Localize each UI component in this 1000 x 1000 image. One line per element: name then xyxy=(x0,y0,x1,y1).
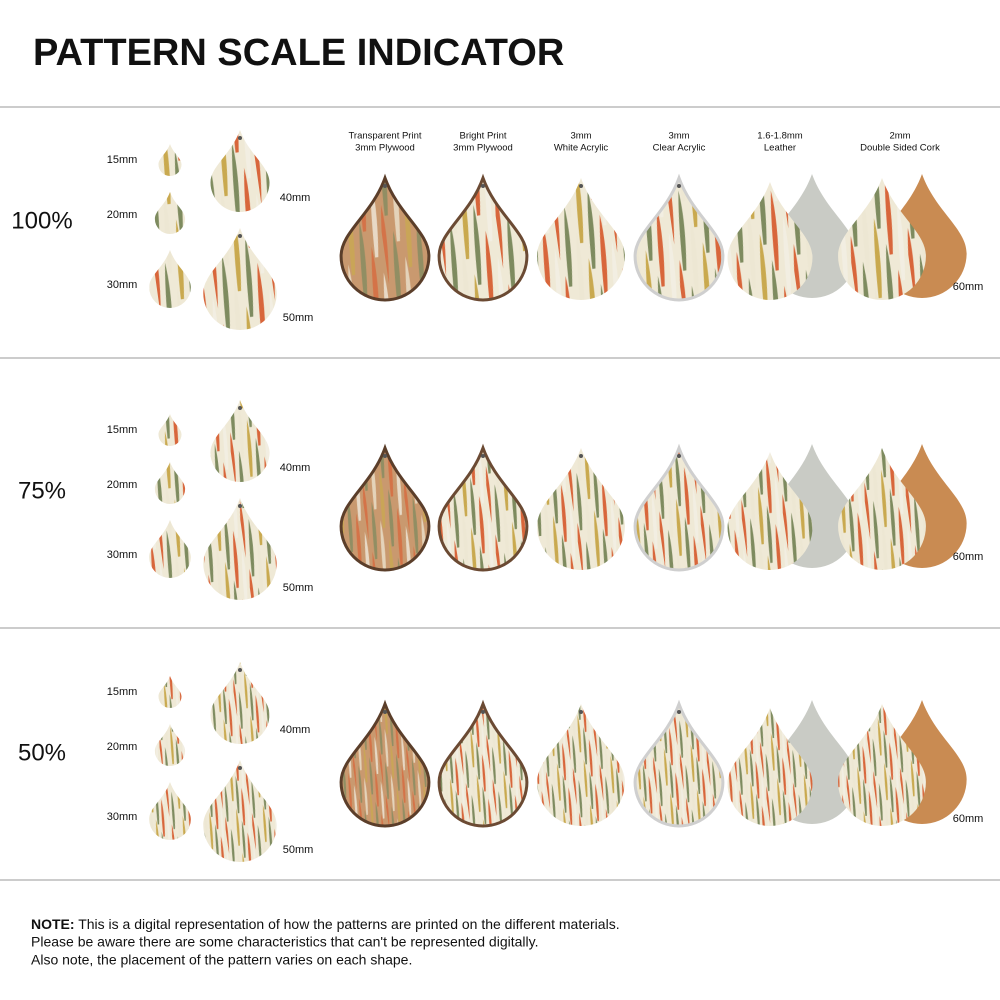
scale-label: 75% xyxy=(18,477,66,504)
earring-shape xyxy=(838,704,926,826)
earring-shape xyxy=(203,760,277,862)
size-label: 50mm xyxy=(283,844,314,856)
note-text: This is a digital representation of how … xyxy=(78,916,619,932)
note-line: NOTE: This is a digital representation o… xyxy=(31,916,620,932)
material-label: Double Sided Cork xyxy=(860,143,940,154)
earring-hole xyxy=(579,454,583,458)
size-label: 40mm xyxy=(280,192,311,204)
material-label: Bright Print xyxy=(460,131,507,142)
earring-hole xyxy=(677,710,681,714)
earring-shape xyxy=(203,228,277,330)
material-label: 3mm Plywood xyxy=(355,143,415,154)
earring-shape xyxy=(149,250,191,308)
earring-hole xyxy=(238,668,242,672)
earring-hole xyxy=(238,766,242,770)
earring-shape xyxy=(633,173,725,302)
earring-shape xyxy=(727,452,813,570)
earring-shape xyxy=(210,662,270,744)
earring-hole xyxy=(677,454,681,458)
size-label: 60mm xyxy=(953,281,984,293)
earring-shape xyxy=(158,144,182,176)
earring-hole xyxy=(481,184,485,188)
earring-shape xyxy=(537,704,625,826)
earring-shape xyxy=(339,699,431,828)
earring-shape xyxy=(633,699,725,828)
note-line: Please be aware there are some character… xyxy=(31,934,538,950)
earring-shape xyxy=(437,699,529,828)
earring-shape xyxy=(210,130,270,212)
material-label: 1.6-1.8mm xyxy=(757,131,802,142)
size-label: 15mm xyxy=(107,424,138,436)
material-label: 3mm xyxy=(570,131,591,142)
earring-shape xyxy=(149,520,191,578)
earring-shape xyxy=(838,178,926,300)
material-label: 3mm xyxy=(668,131,689,142)
material-label: Clear Acrylic xyxy=(653,143,706,154)
size-label: 60mm xyxy=(953,551,984,563)
size-label: 30mm xyxy=(107,811,138,823)
earring-shape xyxy=(727,708,813,826)
earring-shape xyxy=(339,173,431,302)
size-label: 20mm xyxy=(107,741,138,753)
earring-shape xyxy=(158,414,182,446)
earring-shape xyxy=(149,782,191,840)
earring-hole xyxy=(238,406,242,410)
earring-hole xyxy=(238,234,242,238)
material-label: 2mm xyxy=(889,131,910,142)
earring-shape xyxy=(154,462,186,505)
earring-hole xyxy=(238,136,242,140)
earring-hole xyxy=(383,454,387,458)
earring-shape xyxy=(537,178,625,300)
note-line: Also note, the placement of the pattern … xyxy=(31,952,412,968)
earring-hole xyxy=(677,184,681,188)
earring-hole xyxy=(238,504,242,508)
earring-shape xyxy=(437,173,529,302)
earring-shape xyxy=(203,498,277,601)
size-label: 15mm xyxy=(107,154,138,166)
scale-label: 50% xyxy=(18,739,66,766)
earring-hole xyxy=(579,710,583,714)
earring-hole xyxy=(383,184,387,188)
size-label: 20mm xyxy=(107,209,138,221)
earring-shape xyxy=(154,724,186,766)
size-label: 30mm xyxy=(107,279,138,291)
earring-hole xyxy=(383,710,387,714)
size-label: 20mm xyxy=(107,479,138,491)
size-label: 40mm xyxy=(280,724,311,736)
earring-shape xyxy=(158,676,182,708)
earring-hole xyxy=(481,454,485,458)
material-label: Leather xyxy=(764,143,796,154)
material-label: 3mm Plywood xyxy=(453,143,513,154)
material-label: White Acrylic xyxy=(554,143,609,154)
size-label: 60mm xyxy=(953,813,984,825)
earring-hole xyxy=(579,184,583,188)
size-label: 50mm xyxy=(283,582,314,594)
earring-shape xyxy=(339,443,431,572)
material-label: Transparent Print xyxy=(348,131,421,142)
earring-shape xyxy=(154,192,186,234)
note-label: NOTE: xyxy=(31,916,75,932)
size-label: 50mm xyxy=(283,312,314,324)
scale-label: 100% xyxy=(11,207,72,234)
page-title: PATTERN SCALE INDICATOR xyxy=(33,32,564,74)
earring-shape xyxy=(537,448,625,570)
size-label: 15mm xyxy=(107,686,138,698)
earring-shape xyxy=(633,443,725,572)
size-label: 40mm xyxy=(280,462,311,474)
earring-shape xyxy=(727,182,813,300)
earring-shape xyxy=(838,448,926,570)
earring-hole xyxy=(481,710,485,714)
size-label: 30mm xyxy=(107,549,138,561)
earring-shape xyxy=(210,400,270,482)
earring-shape xyxy=(437,443,529,572)
